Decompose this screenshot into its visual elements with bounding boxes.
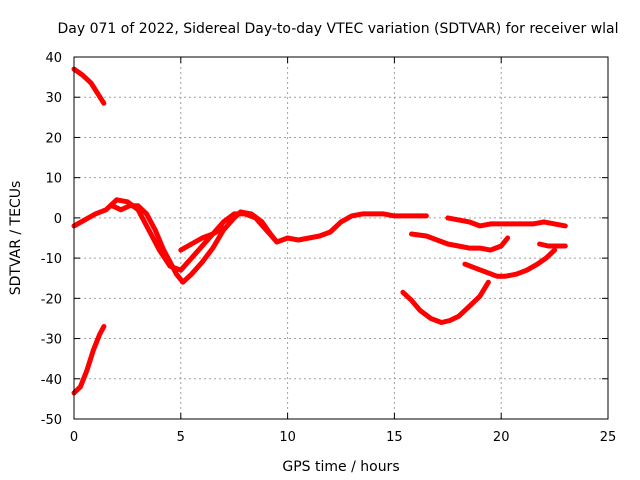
series-arc-7 xyxy=(445,215,568,229)
y-tick-label: 10 xyxy=(45,172,62,187)
grid-lines xyxy=(74,57,608,419)
x-tick-label: 25 xyxy=(600,430,617,445)
y-axis-label: SDTVAR / TECUs xyxy=(8,181,24,296)
y-tick-label: 20 xyxy=(45,131,62,146)
y-tick-label: 40 xyxy=(45,51,62,66)
series-arc-5 xyxy=(178,225,226,253)
y-tick-label: -50 xyxy=(41,413,62,428)
x-tick-label: 15 xyxy=(386,430,403,445)
y-tick-label: 30 xyxy=(45,91,62,106)
series-arc-8 xyxy=(400,279,491,325)
x-tick-label: 10 xyxy=(279,430,296,445)
chart-title: Day 071 of 2022, Sidereal Day-to-day VTE… xyxy=(57,21,618,37)
plot-frame xyxy=(73,56,609,420)
y-tick-label: -20 xyxy=(41,292,62,307)
x-tick-label: 5 xyxy=(177,430,185,445)
series-arc-9 xyxy=(462,247,558,279)
data-series xyxy=(71,66,568,396)
series-arc-6 xyxy=(409,231,511,253)
series-arc-2 xyxy=(71,324,107,396)
series-arc-10 xyxy=(537,241,568,249)
y-tick-label: 0 xyxy=(54,212,62,227)
x-tick-label: 20 xyxy=(493,430,510,445)
x-tick-label: 0 xyxy=(70,430,78,445)
series-arc-4 xyxy=(109,203,280,285)
y-tick-label: -40 xyxy=(41,373,62,388)
axis-ticks: 0 5 10 15 20 25 40 30 20 10 0 -10 -20 -30 -40 -50 xyxy=(41,51,617,445)
y-tick-label: -30 xyxy=(41,333,62,348)
series-arc-1 xyxy=(71,66,107,106)
series-arc-3 xyxy=(71,197,429,273)
x-axis-label: GPS time / hours xyxy=(282,459,399,475)
y-tick-label: -10 xyxy=(41,252,62,267)
